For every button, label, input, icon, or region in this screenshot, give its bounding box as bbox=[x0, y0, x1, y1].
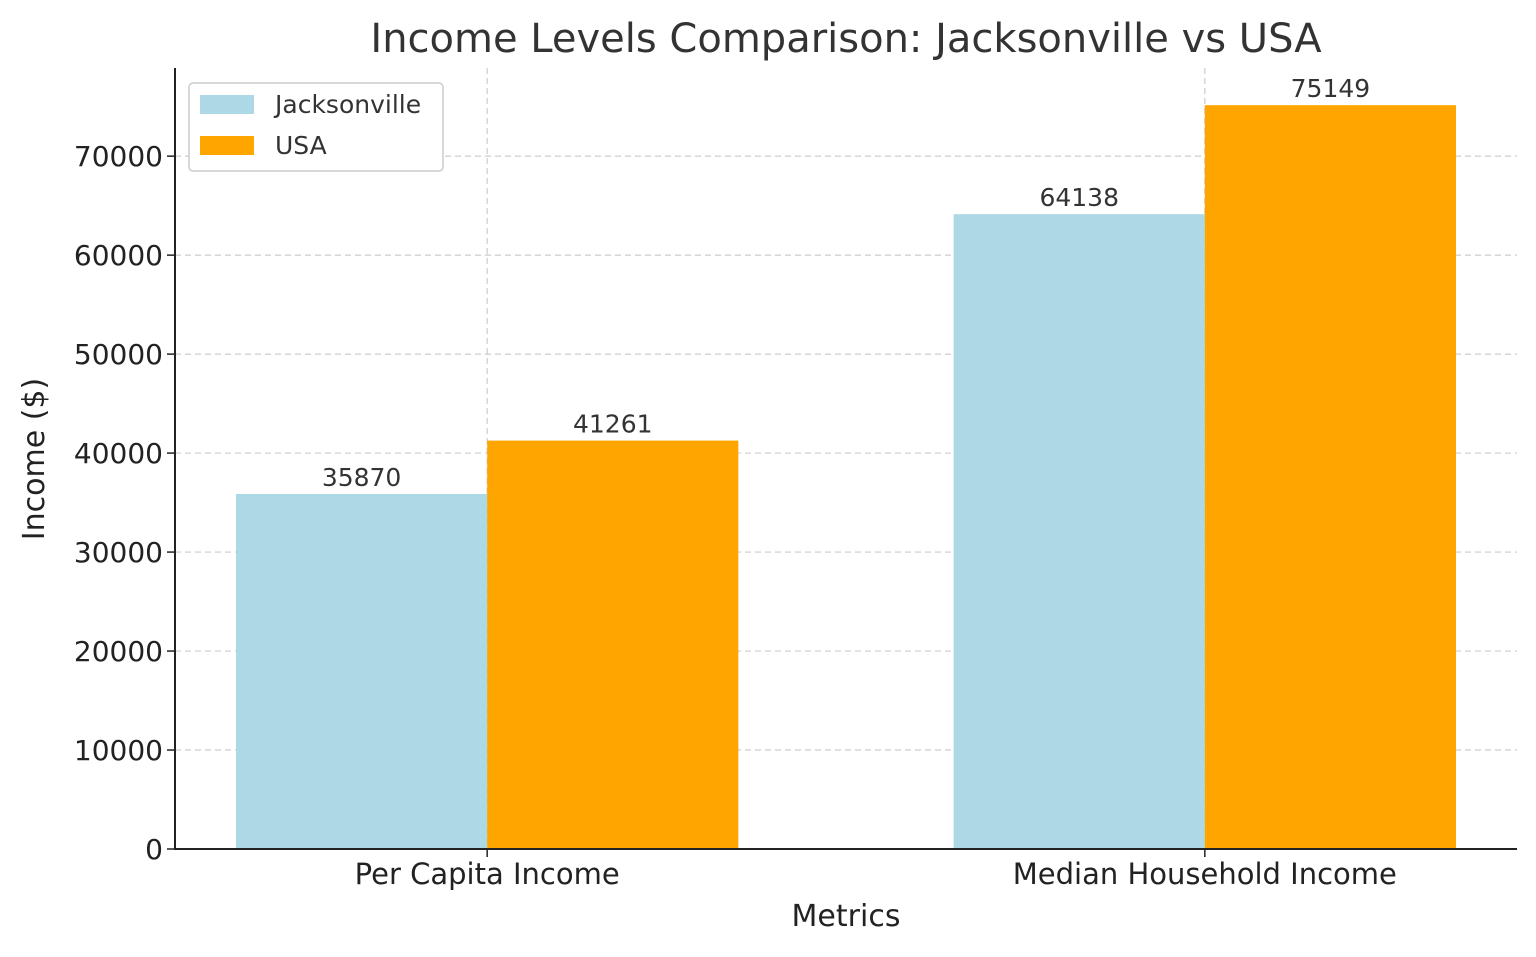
bar-usa bbox=[487, 440, 739, 849]
bar-usa bbox=[1204, 105, 1456, 850]
data-labels: 35870 64138 41261 75149 bbox=[322, 74, 1370, 492]
chart-title: Income Levels Comparison: Jacksonville v… bbox=[370, 16, 1322, 62]
legend-swatch bbox=[200, 95, 254, 114]
x-tick-label: Median Household Income bbox=[1013, 857, 1397, 891]
x-tick-label: Per Capita Income bbox=[355, 857, 620, 891]
data-label: 41261 bbox=[573, 410, 653, 439]
axes: 0 10000 20000 30000 40000 50000 60000 70000 Per … bbox=[74, 68, 1517, 891]
y-axis-label: Income ($) bbox=[17, 378, 52, 540]
y-tick-label: 50000 bbox=[74, 338, 163, 371]
y-tick-label: 10000 bbox=[74, 734, 163, 767]
bars bbox=[236, 105, 1456, 850]
bar-jacksonville bbox=[236, 493, 488, 849]
y-tick-label: 30000 bbox=[74, 536, 163, 569]
y-tick-label: 70000 bbox=[74, 140, 163, 173]
x-axis-label: Metrics bbox=[792, 899, 901, 934]
legend-label: Jacksonville bbox=[273, 90, 421, 119]
y-tick-label: 60000 bbox=[74, 239, 163, 272]
legend: Jacksonville USA bbox=[188, 82, 444, 172]
data-label: 35870 bbox=[322, 463, 402, 492]
data-label: 75149 bbox=[1291, 74, 1371, 103]
y-tick-label: 20000 bbox=[74, 635, 163, 668]
legend-label: USA bbox=[275, 131, 327, 160]
legend-swatch bbox=[200, 136, 254, 155]
data-label: 64138 bbox=[1039, 183, 1119, 212]
y-tick-label: 0 bbox=[145, 833, 163, 866]
bar-jacksonville bbox=[953, 214, 1205, 849]
y-tick-label: 40000 bbox=[74, 437, 163, 470]
